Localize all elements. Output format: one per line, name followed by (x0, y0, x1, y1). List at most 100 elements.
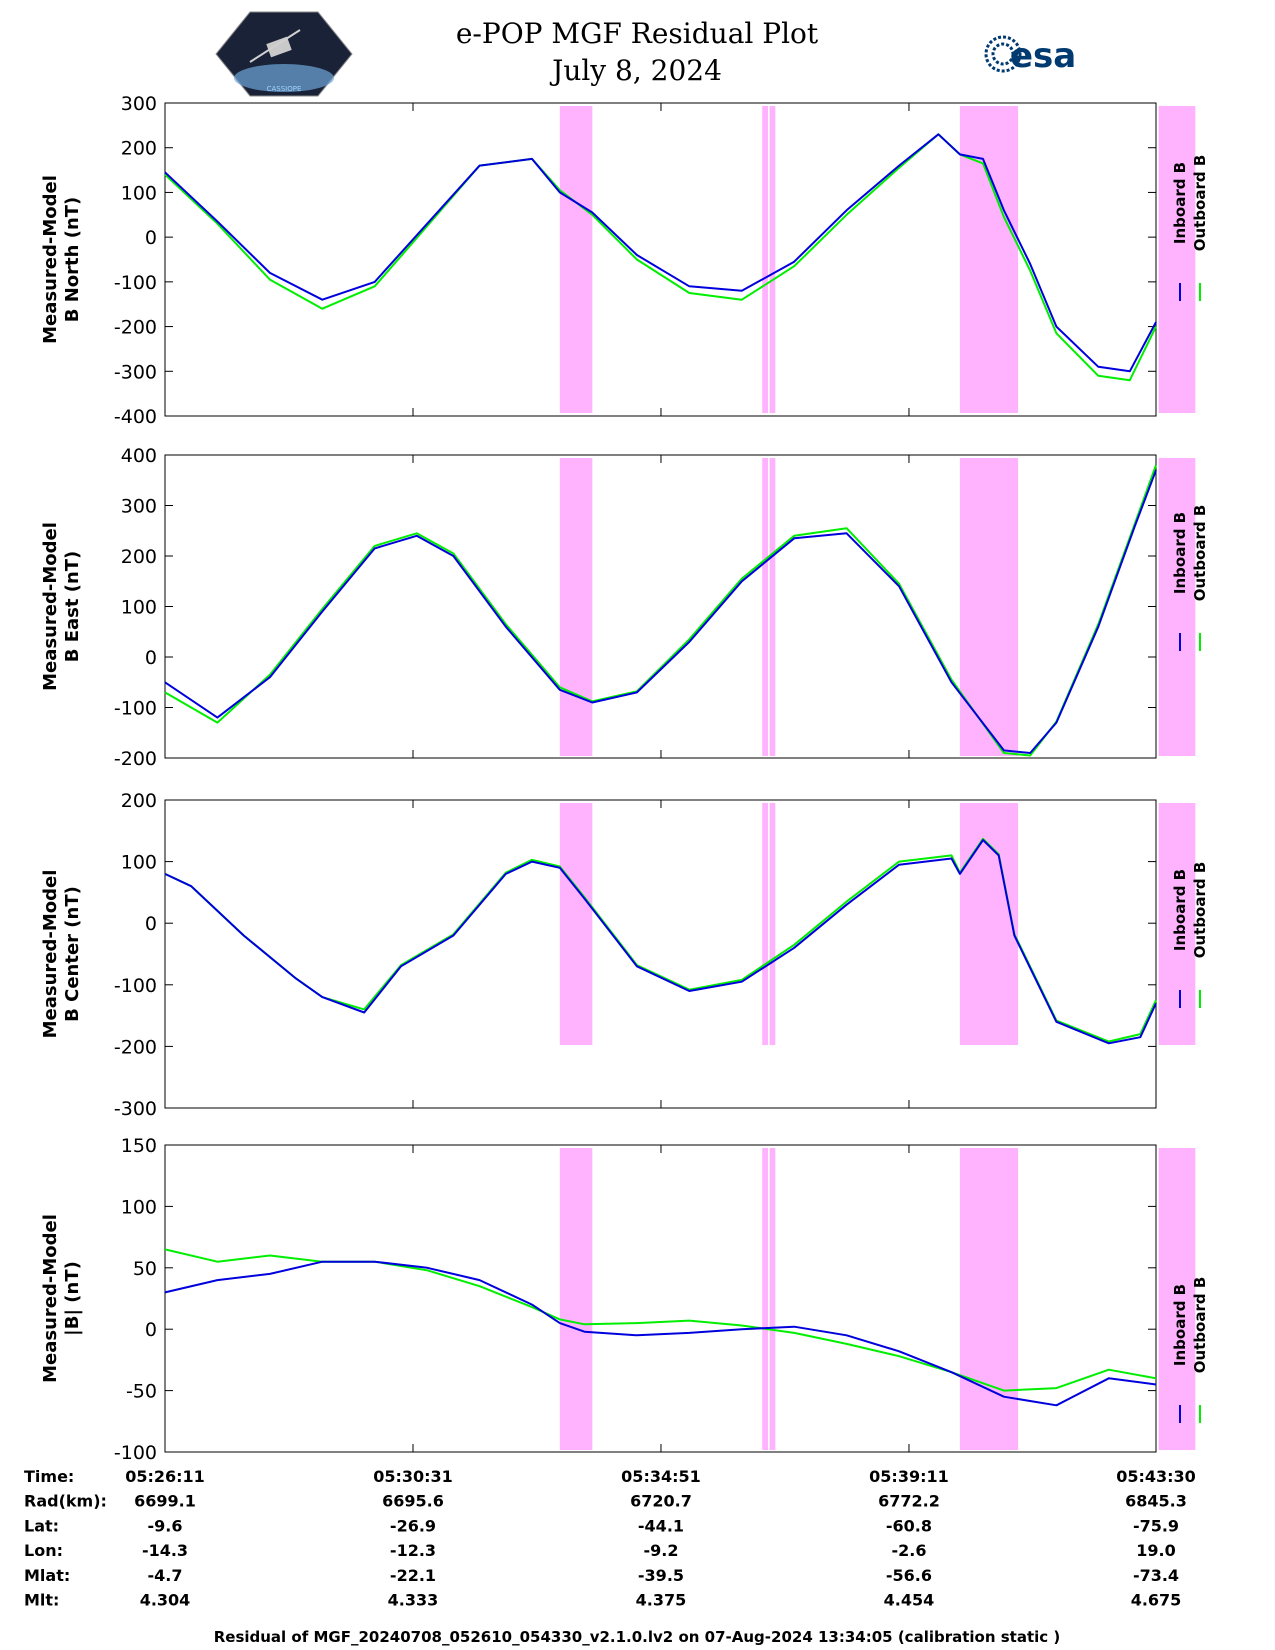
y-tick-label: 300 (121, 93, 157, 115)
y-tick-label: 0 (145, 1319, 157, 1341)
shaded-region-2 (769, 803, 776, 1045)
legend-inboard-label: Inboard B (1171, 162, 1189, 244)
series-line-inboard (164, 469, 1157, 754)
shaded-region-0 (559, 1148, 593, 1450)
y-tick-label: -200 (114, 317, 157, 339)
y-axis-label: B Center (nT) (62, 886, 83, 1022)
row-value: 05:43:30 (1116, 1467, 1196, 1486)
row-value: 05:30:31 (373, 1467, 453, 1486)
footer-caption: Residual of MGF_20240708_052610_054330_v… (214, 1628, 1061, 1646)
legend-outboard-label: Outboard B (1191, 1277, 1209, 1374)
shaded-region-4 (1158, 803, 1196, 1045)
y-tick-label: -50 (126, 1381, 157, 1403)
cassiope-logo-text: CASSIOPE (267, 85, 302, 93)
y-axis-label: |B| (nT) (62, 1261, 83, 1336)
row-value: 6699.1 (134, 1492, 196, 1511)
esa-logo: esa (984, 35, 1076, 76)
series-line-outboard (164, 133, 1157, 382)
row-value: -2.6 (891, 1541, 926, 1560)
row-value: -4.7 (148, 1566, 183, 1585)
shaded-region-1 (762, 1148, 768, 1450)
panel-center: 200 100 0 -100 -200 -300 Measured-Model B Cente… (40, 790, 1209, 1120)
y-axis-label: B North (nT) (62, 197, 83, 323)
orbit-info-table: Time: 05:26:11 05:30:31 05:34:51 05:39:11 05:… (24, 1467, 1196, 1610)
row-value: -39.5 (638, 1566, 684, 1585)
row-value: 4.454 (884, 1591, 935, 1610)
series-line-inboard (164, 839, 1157, 1045)
y-tick-label: -300 (114, 1098, 157, 1120)
row-value: -9.6 (148, 1516, 183, 1535)
y-tick-label: 0 (145, 227, 157, 249)
shaded-region-4 (1158, 106, 1196, 413)
page-title: e-POP MGF Residual Plot (456, 17, 819, 50)
legend-outboard-label: Outboard B (1191, 862, 1209, 959)
row-label: Lat: (24, 1516, 59, 1535)
panel-magnitude: 150 100 50 0 -50 -100 Measured-Model |B| (nT) In… (40, 1135, 1209, 1464)
row-value: -75.9 (1133, 1516, 1179, 1535)
row-label: Rad(km): (24, 1492, 107, 1511)
legend-inboard-label: Inboard B (1171, 1284, 1189, 1366)
esa-logo-text: esa (1010, 36, 1076, 76)
row-value: 05:26:11 (125, 1467, 205, 1486)
row-value: 4.375 (636, 1591, 687, 1610)
row-value: -60.8 (886, 1516, 932, 1535)
shaded-region-3 (959, 1148, 1019, 1450)
row-value: 6772.2 (878, 1492, 940, 1511)
y-axis-label: B East (nT) (62, 551, 83, 663)
shaded-region-4 (1158, 458, 1196, 756)
y-tick-label: 0 (145, 913, 157, 935)
y-tick-label: -100 (114, 698, 157, 720)
shaded-region-2 (769, 1148, 776, 1450)
shaded-region-3 (959, 458, 1019, 756)
y-tick-label: -200 (114, 1036, 157, 1058)
y-tick-label: 200 (121, 790, 157, 812)
row-label: Time: (24, 1467, 74, 1486)
y-tick-label: 100 (121, 182, 157, 204)
shaded-region-3 (959, 106, 1019, 413)
y-tick-label: 50 (133, 1258, 157, 1280)
row-value: 19.0 (1136, 1541, 1175, 1560)
y-axis-label: Measured-Model (40, 870, 61, 1039)
row-value: 4.675 (1131, 1591, 1182, 1610)
row-label: Mlat: (24, 1566, 70, 1585)
row-value: -56.6 (886, 1566, 932, 1585)
legend-outboard-label: Outboard B (1191, 505, 1209, 602)
y-tick-label: -400 (114, 406, 157, 428)
panel-north: 300 200 100 0 -100 -200 -300 -400 Measured-Model… (40, 93, 1209, 428)
y-tick-label: 100 (121, 597, 157, 619)
row-value: -22.1 (390, 1566, 436, 1585)
row-value: 05:34:51 (621, 1467, 701, 1486)
shaded-region-0 (559, 106, 593, 413)
shaded-region-0 (559, 803, 593, 1045)
row-value: 6695.6 (382, 1492, 444, 1511)
y-tick-label: -200 (114, 748, 157, 770)
row-value: -9.2 (643, 1541, 678, 1560)
y-axis-label: Measured-Model (40, 175, 61, 344)
row-value: 05:39:11 (869, 1467, 949, 1486)
row-value: -44.1 (638, 1516, 684, 1535)
legend-inboard-label: Inboard B (1171, 512, 1189, 594)
row-value: 6720.7 (630, 1492, 692, 1511)
legend-inboard-label: Inboard B (1171, 869, 1189, 951)
row-value: -14.3 (142, 1541, 188, 1560)
shaded-region-3 (959, 803, 1019, 1045)
y-tick-label: -100 (114, 1442, 157, 1464)
shaded-region-2 (769, 106, 776, 413)
shaded-region-4 (1158, 1148, 1196, 1450)
y-tick-label: -300 (114, 361, 157, 383)
y-axis-label: Measured-Model (40, 1214, 61, 1383)
y-tick-label: 300 (121, 496, 157, 518)
row-value: 4.333 (388, 1591, 439, 1610)
y-tick-label: 0 (145, 647, 157, 669)
legend-outboard-label: Outboard B (1191, 155, 1209, 252)
y-tick-label: 400 (121, 445, 157, 467)
shaded-region-1 (762, 803, 768, 1045)
y-tick-label: 200 (121, 138, 157, 160)
page-date: July 8, 2024 (549, 54, 722, 87)
row-label: Mlt: (24, 1591, 59, 1610)
y-tick-label: -100 (114, 272, 157, 294)
y-tick-label: 100 (121, 1196, 157, 1218)
row-value: 6845.3 (1125, 1492, 1187, 1511)
row-value: 4.304 (140, 1591, 191, 1610)
